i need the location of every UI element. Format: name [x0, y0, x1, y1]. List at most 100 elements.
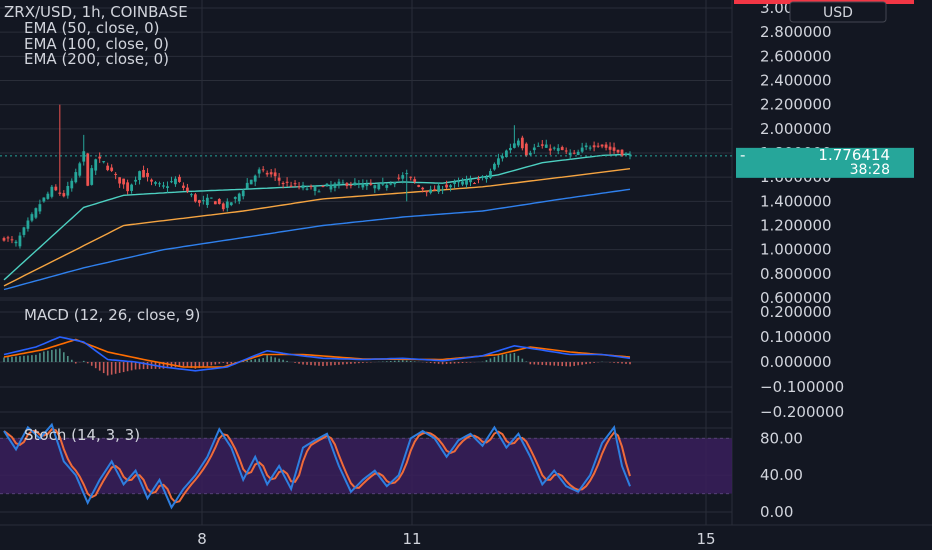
candle-body — [289, 185, 293, 187]
candle-body — [158, 183, 161, 185]
candle-body — [118, 177, 122, 184]
candle-body — [102, 161, 106, 163]
candle-body — [10, 239, 14, 241]
candle-body — [620, 149, 624, 156]
candle-body — [154, 182, 157, 184]
candle-body — [18, 235, 22, 247]
candle-body — [110, 167, 114, 171]
candle-body — [568, 152, 572, 155]
candle-body — [70, 180, 74, 189]
candle-body — [493, 163, 496, 170]
ema200-legend[interactable]: EMA (200, close, 0) — [24, 50, 169, 68]
candle-body — [38, 204, 42, 212]
candle-body — [237, 193, 241, 202]
ema50-legend[interactable]: EMA (50, close, 0) — [24, 19, 160, 37]
candle-body — [453, 181, 456, 184]
candle-body — [150, 179, 153, 182]
price-tick-label: 2.000000 — [760, 120, 832, 138]
candle-body — [213, 201, 217, 205]
stoch-band — [0, 438, 732, 494]
candle-body — [501, 156, 504, 159]
candle-body — [337, 181, 341, 185]
candle-body — [417, 185, 421, 187]
time-axis[interactable]: 8 11 15 — [197, 530, 715, 548]
candle-body — [30, 214, 34, 221]
candle-body — [309, 186, 313, 188]
candle-body — [497, 158, 500, 165]
candle-body — [329, 184, 333, 190]
candle-body — [564, 150, 568, 152]
candle-body — [46, 193, 50, 199]
candle-body — [425, 191, 429, 193]
candle-body — [138, 171, 141, 180]
ema-lines — [3, 153, 631, 291]
candle-body — [528, 152, 532, 155]
price-tick-label: 1.200000 — [760, 217, 832, 235]
candle-body — [170, 181, 173, 183]
macd-tick-label: 0.100000 — [760, 328, 832, 346]
candle-body — [381, 182, 385, 185]
candle-body — [82, 151, 86, 162]
ema100-legend[interactable]: EMA (100, close, 0) — [24, 35, 169, 53]
candle-body — [481, 176, 484, 178]
stoch-axis[interactable]: 80.00 40.00 0.00 — [760, 429, 803, 521]
candle-body — [437, 185, 441, 192]
candle-body — [548, 148, 552, 151]
ema-line-2 — [3, 188, 631, 291]
candle-body — [74, 172, 78, 183]
candle-body — [520, 137, 524, 149]
stoch-legend[interactable]: Stoch (14, 3, 3) — [24, 426, 140, 444]
candle-body — [369, 183, 373, 185]
candle-body — [401, 175, 405, 179]
candle-body — [273, 172, 277, 177]
badge-dash: - — [740, 146, 745, 164]
symbol-title: ZRX/USD, 1h, COINBASE — [4, 3, 188, 21]
candle-body — [193, 194, 197, 202]
candle-body — [325, 183, 329, 187]
candle-body — [604, 144, 608, 148]
candle-body — [58, 192, 62, 194]
candle-body — [473, 183, 476, 185]
candle-body — [2, 238, 6, 241]
candle-body — [54, 186, 58, 191]
candle-body — [305, 188, 309, 190]
macd-axis[interactable]: 0.200000 0.100000 0.000000 −0.100000 −0.2000… — [760, 303, 844, 421]
candle-body — [146, 172, 149, 177]
price-tick-label: 0.600000 — [760, 289, 832, 307]
candle-body — [508, 147, 512, 151]
candle-body — [42, 197, 46, 202]
candle-body — [504, 150, 508, 158]
candle-body — [321, 185, 325, 187]
candle-body — [178, 176, 181, 182]
last-price-value: 1.776414 — [818, 146, 890, 164]
candle-body — [22, 227, 26, 235]
candle-body — [596, 145, 600, 147]
candle-body — [197, 200, 201, 203]
candle-body — [377, 184, 381, 190]
candle-body — [98, 156, 102, 159]
candle-body — [357, 183, 361, 185]
price-tick-label: 1.400000 — [760, 192, 832, 210]
price-tick-label: 2.200000 — [760, 96, 832, 114]
currency-button[interactable] — [789, 1, 887, 23]
candle-body — [106, 165, 110, 171]
stoch-tick-label: 0.00 — [760, 503, 793, 521]
candle-body — [536, 145, 540, 147]
macd-line — [3, 336, 631, 372]
candle-body — [349, 184, 353, 186]
candle-body — [393, 182, 397, 185]
candle-body — [221, 203, 225, 210]
candle-body — [600, 144, 604, 147]
candle-body — [421, 187, 425, 190]
candle-body — [544, 144, 548, 148]
candle-body — [122, 178, 126, 185]
candle-body — [14, 241, 18, 244]
macd-legend[interactable]: MACD (12, 26, close, 9) — [24, 306, 200, 324]
candle-body — [253, 175, 257, 182]
time-tick-label: 15 — [696, 530, 715, 548]
candle-body — [297, 186, 301, 188]
candle-body — [162, 185, 165, 187]
stoch-d-line — [3, 428, 631, 504]
bar-countdown: 38:28 — [850, 162, 890, 178]
